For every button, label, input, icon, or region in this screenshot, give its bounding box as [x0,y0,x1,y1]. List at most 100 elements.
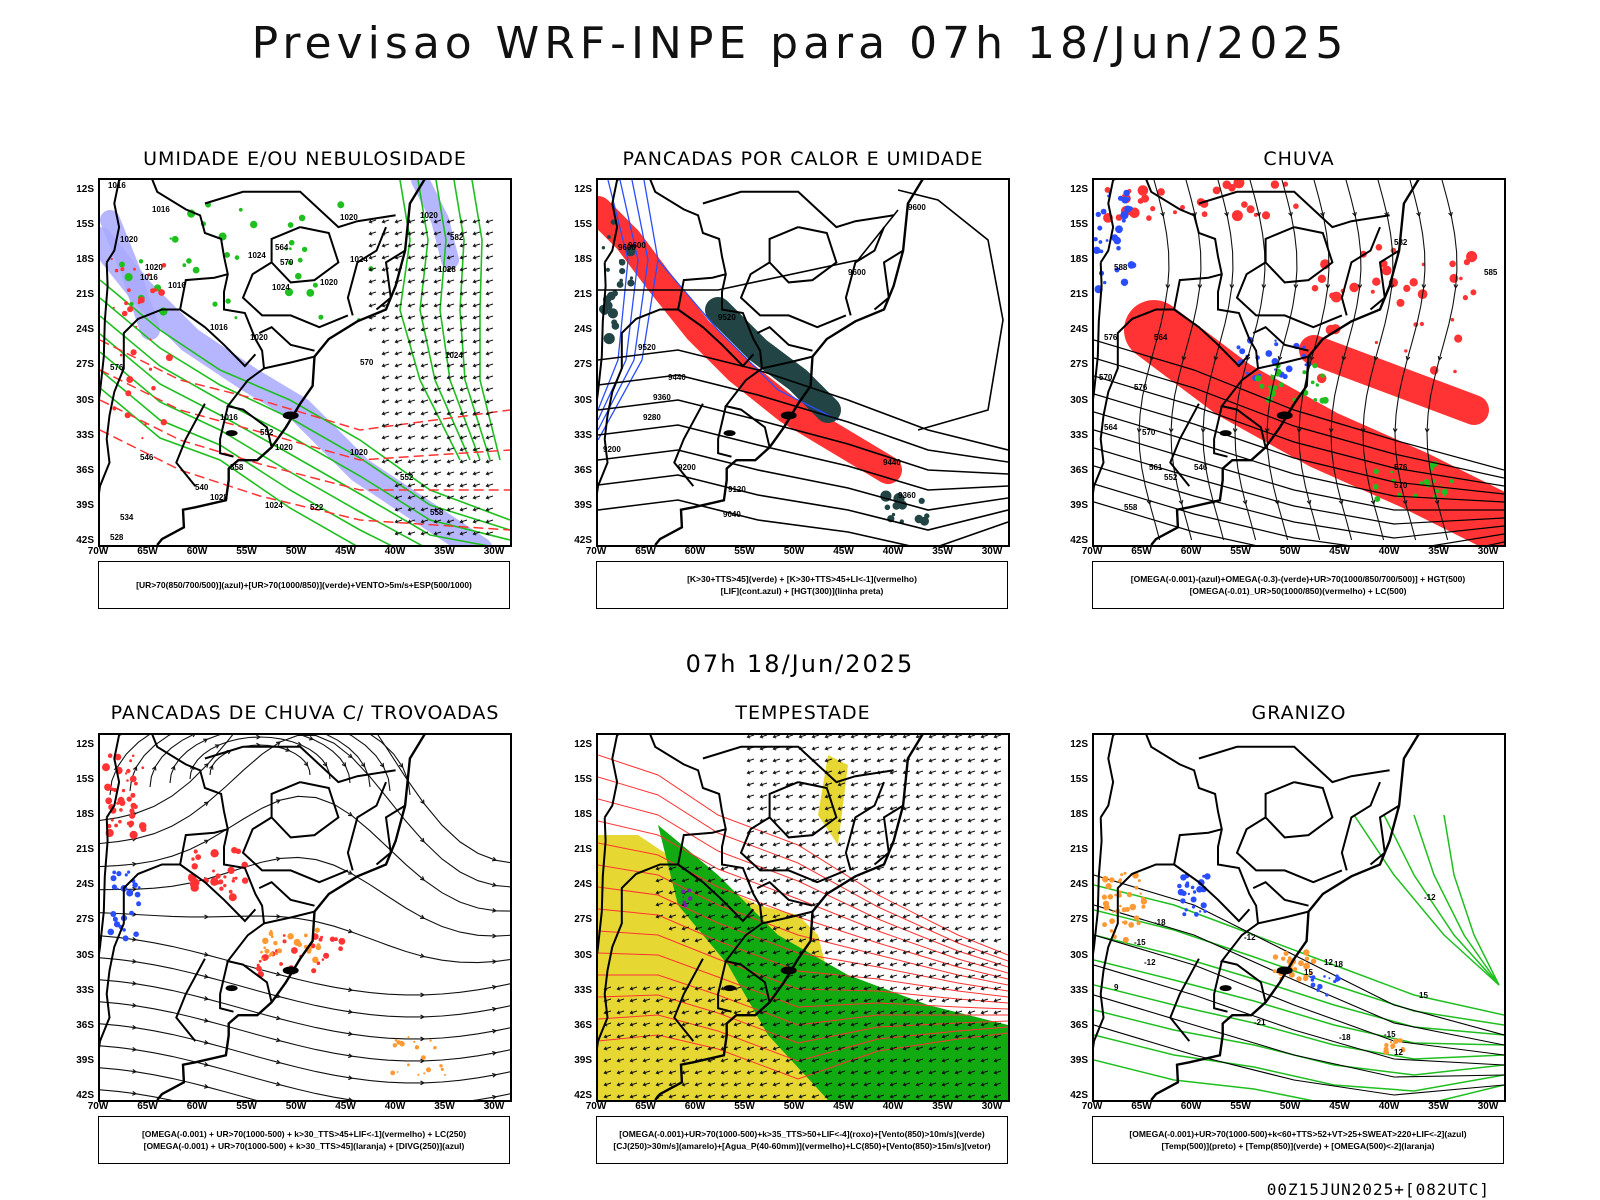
contour-label: 12 [1324,958,1333,967]
state-border [219,405,234,458]
temp850-contour [1094,1059,1504,1100]
humidity-contour-green [399,180,461,461]
contour-label: 1020 [275,443,293,452]
contour-label: 558 [1124,503,1138,512]
lat-label: 39S [1070,499,1088,511]
contour-label: 561 [1149,463,1163,472]
lon-label: 60W [684,1101,706,1112]
state-border [761,910,813,925]
hgt500-contour [1094,357,1504,479]
hgt300-contour [598,474,1008,531]
lat-label: 33S [1070,984,1088,996]
state-border [1257,910,1309,925]
contour-label: 9600 [848,268,866,277]
temp850-contour [1094,909,1504,1026]
lat-label: 18S [574,809,592,821]
state-border [375,249,406,311]
wind-vectors-850 [598,735,1002,1099]
lat-label: 42S [76,1089,94,1101]
lat-label: 24S [1070,324,1088,336]
contour-label: 564 [1104,423,1118,432]
state-border [1264,781,1334,839]
state-border [241,261,349,329]
lon-label: 65W [1131,1101,1152,1112]
map-canvas [598,735,1008,1100]
lon-label: 40W [1378,1101,1400,1112]
state-border [603,180,619,263]
lat-label: 12S [574,739,592,750]
hgt500-contour [1094,465,1504,539]
temp850-contour [1353,814,1500,986]
state-border [219,960,234,1013]
west-coastline [1094,817,1103,955]
panel-title-pancadas-trovoadas: PANCADAS DE CHUVA C/ TROVOADAS [110,702,500,724]
lon-label: 55W [236,1101,257,1112]
west-coastline [598,262,607,400]
contour-label: 570 [1099,373,1113,382]
streamline-850-red [598,952,1008,1010]
lat-label: 15S [76,219,94,231]
lon-label: 35W [1428,1101,1449,1112]
lon-label: 35W [932,1101,953,1112]
lat-label: 24S [76,324,94,336]
contour-label: 9 [1114,983,1119,992]
contour-label: 9200 [603,445,621,454]
omega-orange [1383,1038,1406,1055]
thickness-contour-red [100,429,510,531]
state-border [1340,781,1381,871]
contour-label: 9520 [718,313,736,322]
jet-yellow [818,755,848,845]
lagoon [282,966,299,975]
contour-label: 9120 [728,485,746,494]
contour-label: 15 [1419,991,1428,1000]
lat-label: 39S [574,499,592,511]
hgt500-contour [1094,393,1504,495]
temp850-contour [1413,814,1500,986]
legend-line: [OMEGA(-0.001) + UR>70(1000-500) + k>30_… [143,1141,465,1151]
lat-label: 30S [1070,949,1088,961]
run-timestamp: 00Z15JUN2025+[082UTC] [1266,1180,1490,1199]
state-border [175,958,206,1042]
state-border [375,804,406,866]
panel-title-umidade: UMIDADE E/OU NEBULOSIDADE [143,148,467,170]
contour-label: -12 [1144,958,1156,967]
contour-label: 585 [1484,268,1498,277]
lat-label: 30S [574,949,592,961]
legend-line: [UR>70(850/700/500)](azul)+[UR>70(1000/8… [136,580,472,590]
lon-label: 65W [635,1101,656,1112]
state-border [768,781,838,839]
state-border [673,958,704,1042]
state-border [1252,881,1309,907]
legend-pancadas-calor: [K>30+TTS>45](verde) + [K>30+TTS>45+LI<-… [596,561,1008,609]
lon-label: 70W [87,1101,109,1112]
contour-label: 1016 [152,205,170,214]
legend-line: [OMEGA(-0.001)+UR>70(1000-500)+k<60+TTS>… [1129,1129,1467,1139]
humidity-cells [119,201,374,322]
lon-label: 40W [384,546,406,557]
panel-title-granizo: GRANIZO [1251,702,1347,724]
contour-label: 1024 [350,255,368,264]
contour-label: 18 [1334,960,1343,969]
hgt300-contour [598,209,899,291]
panel-title-tempestade: TEMPESTADE [735,702,871,724]
state-border [263,910,315,925]
lat-label: 30S [76,394,94,406]
contour-label: 1020 [145,263,163,272]
lon-label: 65W [137,1101,158,1112]
contour-label: 528 [110,533,124,542]
state-border [1094,863,1175,1049]
contour-label: 576 [1104,333,1118,342]
storm-orange [260,927,321,963]
state-border [1369,804,1400,866]
state-border [676,273,755,368]
hgt300-contour [598,449,1008,511]
lif-contour [598,180,629,411]
lif-contour [598,180,659,441]
contour-label: 570 [1394,481,1408,490]
rain-red [1124,300,1504,545]
legend-line: [OMEGA(-0.001)+UR>70(1000-500)+k>35_TTS>… [619,1129,985,1139]
lagoon [1276,966,1293,975]
lat-label: 36S [76,464,94,476]
thickness-contour-red [100,369,510,461]
state-border [1113,735,1267,1003]
